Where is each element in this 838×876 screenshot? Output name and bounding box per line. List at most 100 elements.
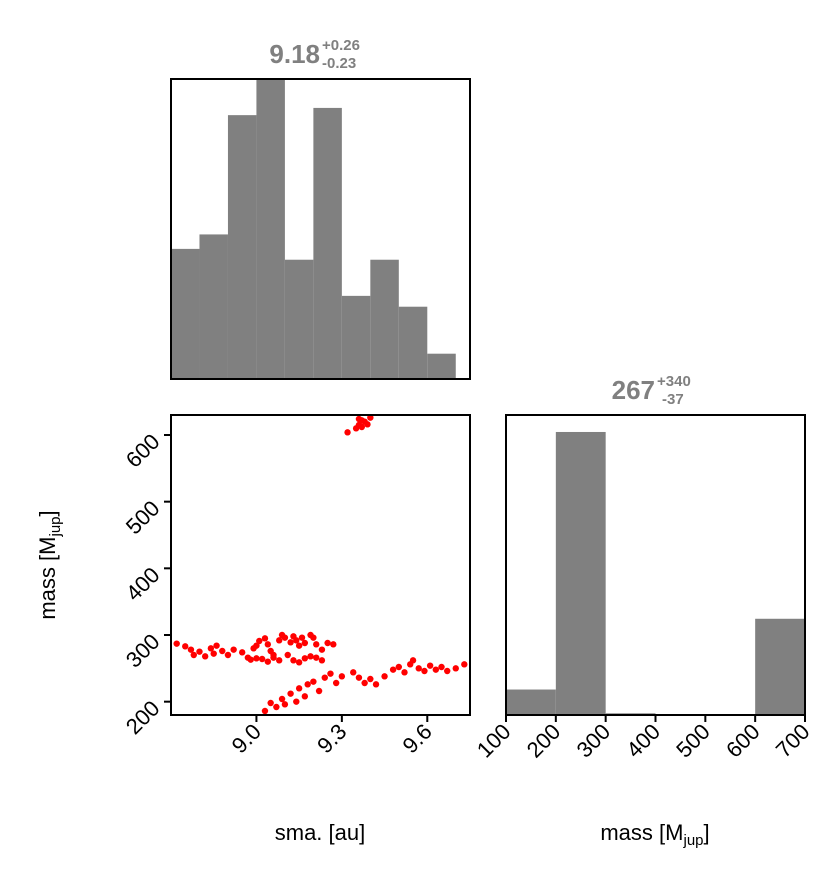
scatter-point bbox=[187, 646, 195, 653]
scatter-y-ticks: 200 300 400 500 600 bbox=[121, 429, 171, 739]
scatter-point bbox=[207, 645, 215, 652]
mass-x-axis-label: mass [Mjup] bbox=[600, 820, 709, 849]
scatter-point bbox=[190, 651, 197, 659]
scatter-point bbox=[438, 663, 445, 671]
mass-histogram-bar bbox=[755, 618, 805, 715]
mass-histogram-bar bbox=[555, 431, 606, 715]
scatter-point bbox=[415, 665, 422, 672]
scatter-point bbox=[284, 651, 291, 659]
scatter-point bbox=[381, 673, 388, 680]
scatter-point bbox=[182, 643, 189, 650]
mass-x-tick-label: 100 bbox=[472, 719, 516, 763]
scatter-point bbox=[295, 685, 303, 692]
scatter-point bbox=[290, 657, 297, 664]
scatter-point bbox=[313, 654, 320, 661]
scatter-frame bbox=[170, 414, 471, 716]
scatter-point bbox=[310, 634, 317, 641]
scatter-point bbox=[358, 423, 365, 431]
scatter-point bbox=[358, 417, 365, 424]
scatter-point bbox=[355, 674, 363, 681]
scatter-point bbox=[219, 647, 226, 655]
scatter-point bbox=[253, 642, 260, 649]
sma-mass-scatter-panel: 9.0 9.3 9.6 200 300 400 500 600 sma. [au] mass… bbox=[35, 414, 471, 845]
sma-histogram-bars bbox=[171, 79, 456, 380]
scatter-point bbox=[426, 662, 434, 669]
sma-histogram-bar bbox=[256, 79, 285, 379]
scatter-point bbox=[461, 661, 468, 668]
scatter-point bbox=[276, 637, 283, 644]
scatter-point bbox=[401, 669, 408, 676]
sma-histogram-bar bbox=[227, 115, 257, 379]
scatter-point bbox=[367, 675, 374, 683]
scatter-point bbox=[389, 666, 397, 673]
sma-histogram-panel: 9.18 +0.26 -0.23 bbox=[170, 37, 471, 380]
scatter-point bbox=[230, 646, 237, 653]
mass-y-tick-label: 300 bbox=[121, 629, 165, 673]
scatter-point bbox=[258, 655, 266, 663]
sma-histogram-bar bbox=[284, 259, 314, 379]
scatter-point bbox=[327, 670, 334, 677]
scatter-point bbox=[421, 667, 428, 675]
mass-y-axis-label-sub: jup bbox=[47, 516, 64, 537]
scatter-point bbox=[287, 690, 294, 697]
sma-histogram-bar bbox=[427, 353, 456, 379]
mass-histogram-panel: 100 200 300 400 500 600 700 267 +340 -37 mass … bbox=[472, 373, 815, 849]
scatter-point bbox=[301, 655, 309, 662]
mass-histogram-bars bbox=[506, 431, 805, 715]
scatter-point bbox=[267, 699, 274, 707]
mass-x-axis-label-close: ] bbox=[704, 820, 710, 845]
sma-histogram-bar bbox=[171, 248, 200, 379]
scatter-point bbox=[276, 657, 283, 664]
scatter-point bbox=[315, 687, 323, 695]
scatter-point bbox=[213, 642, 220, 649]
scatter-point bbox=[301, 639, 309, 647]
sma-x-tick-label: 9.0 bbox=[227, 719, 266, 758]
sma-title-minus: -0.23 bbox=[322, 55, 356, 72]
scatter-point bbox=[372, 681, 380, 688]
scatter-point bbox=[344, 429, 351, 436]
mass-x-axis-label-sub: jup bbox=[682, 832, 703, 849]
scatter-point bbox=[270, 654, 277, 661]
sma-title-median: 9.18 bbox=[269, 39, 320, 69]
scatter-x-ticks: 9.0 9.3 9.6 bbox=[227, 715, 437, 758]
scatter-point bbox=[310, 678, 317, 685]
scatter-point bbox=[293, 698, 300, 705]
mass-y-axis-label-close: ] bbox=[35, 510, 60, 516]
scatter-point bbox=[364, 421, 371, 428]
scatter-point bbox=[304, 681, 311, 688]
sma-histogram-frame bbox=[170, 78, 471, 380]
scatter-point bbox=[313, 641, 320, 648]
scatter-point bbox=[278, 695, 286, 703]
scatter-point bbox=[318, 657, 326, 664]
mass-x-tick-label: 200 bbox=[522, 719, 566, 763]
mass-x-tick-label: 300 bbox=[572, 719, 616, 763]
scatter-point bbox=[295, 659, 303, 666]
scatter-point bbox=[281, 634, 289, 641]
sma-x-tick-label: 9.3 bbox=[312, 719, 351, 758]
scatter-point bbox=[444, 667, 451, 675]
scatter-point bbox=[367, 414, 374, 421]
scatter-point bbox=[409, 657, 417, 664]
sma-histogram-bar bbox=[398, 306, 428, 379]
mass-x-tick-label: 700 bbox=[771, 719, 815, 763]
scatter-point bbox=[330, 641, 337, 648]
scatter-point bbox=[201, 653, 209, 660]
scatter-point bbox=[173, 640, 180, 647]
scatter-point bbox=[238, 649, 246, 656]
mass-x-axis-label-base: mass [M bbox=[600, 820, 683, 845]
scatter-point bbox=[350, 669, 357, 676]
scatter-point bbox=[432, 666, 440, 673]
mass-y-tick-label: 200 bbox=[121, 696, 165, 740]
mass-y-tick-label: 400 bbox=[121, 562, 165, 606]
mass-histogram-bar bbox=[506, 689, 556, 715]
scatter-point bbox=[287, 639, 294, 646]
mass-y-tick-label: 600 bbox=[121, 429, 165, 473]
sma-title-plus: +0.26 bbox=[322, 37, 360, 54]
scatter-point bbox=[273, 703, 280, 711]
mass-y-axis-label: mass [Mjup] bbox=[35, 510, 64, 619]
scatter-point bbox=[210, 650, 217, 657]
scatter-point bbox=[332, 679, 340, 687]
scatter-point bbox=[324, 639, 331, 647]
mass-y-tick-label: 500 bbox=[121, 496, 165, 540]
